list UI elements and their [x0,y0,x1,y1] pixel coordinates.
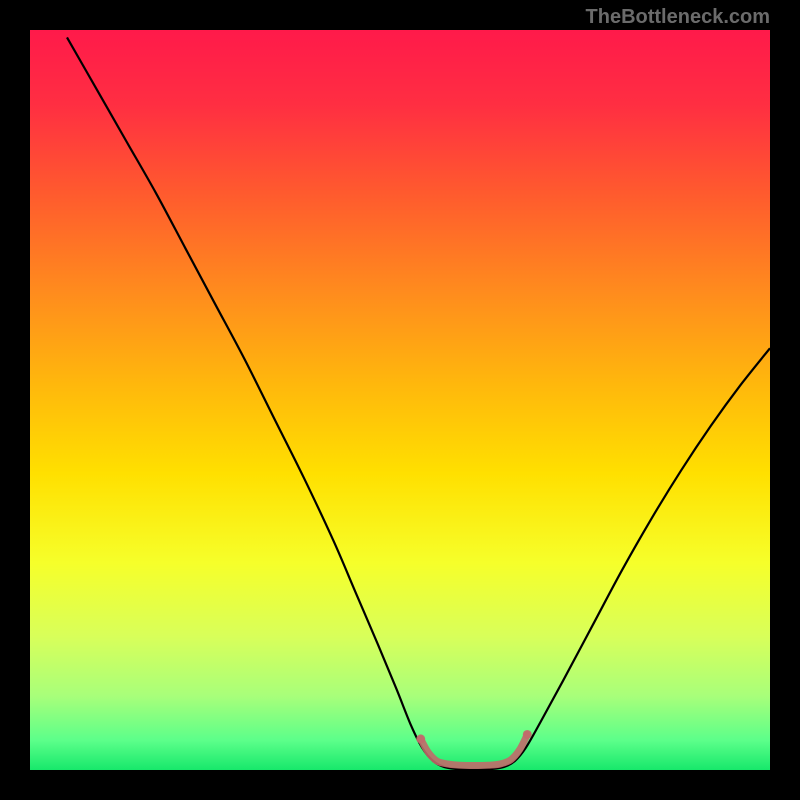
bottleneck-curve-chart [30,30,770,770]
plot-area [30,30,770,770]
chart-container: TheBottleneck.com [0,0,800,800]
optimal-range-left-marker [416,734,425,743]
watermark-text: TheBottleneck.com [586,6,770,29]
optimal-range-right-marker [523,730,532,739]
gradient-background [30,30,770,770]
